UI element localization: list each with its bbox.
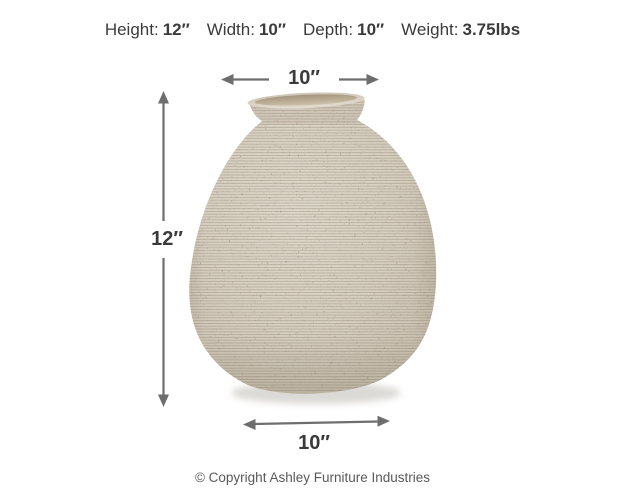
arrow-head-left-icon xyxy=(221,74,234,85)
spec-width: Width: 10″ xyxy=(207,20,286,40)
spec-depth-value: 10″ xyxy=(357,20,385,39)
vase-mouth xyxy=(247,92,365,109)
spec-width-value: 10″ xyxy=(258,20,287,39)
height-label: 12″ xyxy=(151,228,183,250)
spec-weight: Weight: 3.75lbs xyxy=(401,20,520,40)
arrow-head-right-icon xyxy=(366,74,379,85)
arrow-head-down-icon xyxy=(158,394,169,407)
bottom-depth-label: 10″ xyxy=(298,432,330,454)
spec-width-label: Width: xyxy=(206,20,255,39)
vase-body xyxy=(189,94,437,394)
specs-header: Height: 12″ Width: 10″ Depth: 10″ Weight: 3.… xyxy=(0,20,625,40)
depth-arrow-bottom xyxy=(243,415,390,430)
height-arrow-left xyxy=(158,91,169,407)
spec-height-label: Height: xyxy=(104,20,159,39)
width-arrow-top xyxy=(221,74,379,85)
vase-mouth-opening xyxy=(255,94,357,106)
arrow-head-right-icon xyxy=(377,415,390,427)
arrow-head-left-icon xyxy=(243,419,256,430)
depth-arrow-line xyxy=(253,420,380,426)
spec-height-value: 12″ xyxy=(162,20,190,39)
spec-depth: Depth: 10″ xyxy=(303,20,384,40)
top-width-label: 10″ xyxy=(288,67,320,89)
copyright-text: © Copyright Ashley Furniture Industries xyxy=(194,470,431,485)
vase-speckle-texture xyxy=(189,94,437,394)
spec-depth-label: Depth: xyxy=(303,20,354,39)
spec-weight-label: Weight: xyxy=(401,20,459,39)
arrow-head-up-icon xyxy=(158,91,169,104)
spec-weight-value: 3.75lbs xyxy=(462,20,521,39)
spec-height: Height: 12″ xyxy=(105,20,190,40)
